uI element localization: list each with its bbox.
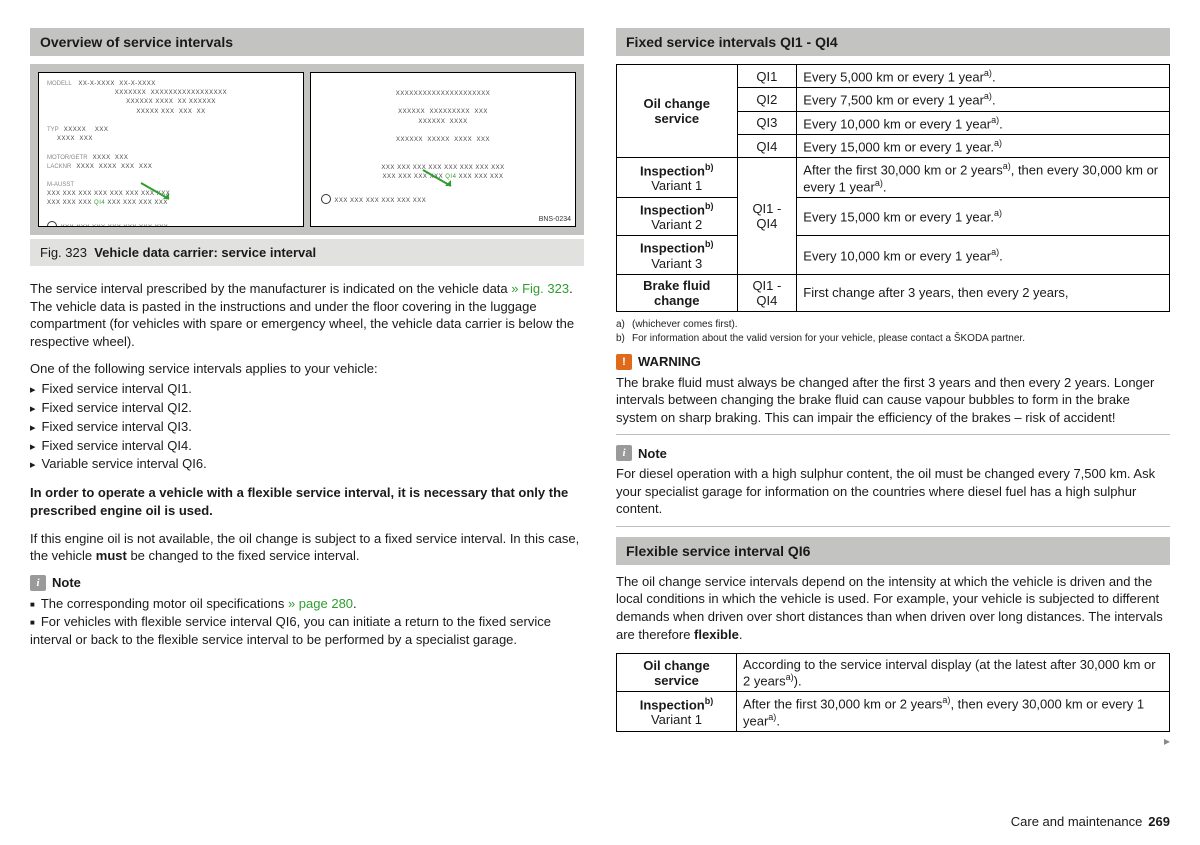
- flexible-intervals-table: Oil change service According to the serv…: [616, 653, 1170, 732]
- page-footer: Care and maintenance269: [1011, 814, 1170, 829]
- flex-para: The oil change service intervals depend …: [616, 573, 1170, 643]
- para-bold-oil: In order to operate a vehicle with a fle…: [30, 484, 584, 519]
- info-icon: i: [616, 445, 632, 461]
- list-item: Fixed service interval QI2.: [30, 399, 584, 418]
- list-item: Fixed service interval QI3.: [30, 418, 584, 437]
- note-list: The corresponding motor oil specificatio…: [30, 595, 584, 658]
- overview-header: Overview of service intervals: [30, 28, 584, 56]
- left-column: Overview of service intervals MODELL XX-…: [30, 28, 584, 748]
- flexible-header: Flexible service interval QI6: [616, 537, 1170, 565]
- warning-heading: ! WARNING: [616, 354, 1170, 370]
- list-item: The corresponding motor oil specificatio…: [30, 595, 584, 613]
- right-column: Fixed service intervals QI1 - QI4 Oil ch…: [616, 28, 1170, 748]
- oil-change-label: Oil change service: [617, 65, 738, 158]
- note-heading: i Note: [30, 575, 584, 591]
- fixed-header: Fixed service intervals QI1 - QI4: [616, 28, 1170, 56]
- warning-icon: !: [616, 354, 632, 370]
- fixed-intervals-table: Oil change service QI1 Every 5,000 km or…: [616, 64, 1170, 312]
- list-item: Fixed service interval QI1.: [30, 380, 584, 399]
- note-heading: i Note: [616, 445, 1170, 461]
- list-item: For vehicles with flexible service inter…: [30, 613, 584, 649]
- para-oil-fixed: If this engine oil is not available, the…: [30, 530, 584, 565]
- warning-body: The brake fluid must always be changed a…: [616, 374, 1170, 436]
- xref-page280[interactable]: » page 280: [288, 596, 353, 611]
- figure-box: MODELL XX-X-XXXX XX-X-XXXX XXXXXXX XXXXX…: [30, 64, 584, 235]
- figure-code: BNS-0234: [539, 216, 571, 224]
- interval-list: Fixed service interval QI1. Fixed servic…: [30, 380, 584, 475]
- list-item: Fixed service interval QI4.: [30, 437, 584, 456]
- data-carrier-panel-2: XXXXXXXXXXXXXXXXXXXXX XXXXXX XXXXXXXXX X…: [310, 72, 576, 227]
- figure-caption: Fig. 323 Vehicle data carrier: service i…: [30, 239, 584, 266]
- para-service-interval: The service interval prescribed by the m…: [30, 280, 584, 350]
- info-icon: i: [30, 575, 46, 591]
- data-carrier-panel-1: MODELL XX-X-XXXX XX-X-XXXX XXXXXXX XXXXX…: [38, 72, 304, 227]
- continue-arrow-icon: ▸: [1164, 734, 1170, 748]
- note-body: For diesel operation with a high sulphur…: [616, 465, 1170, 527]
- brake-fluid-label: Brake fluid change: [617, 274, 738, 311]
- xref-fig323[interactable]: » Fig. 323: [511, 281, 569, 296]
- list-item: Variable service interval QI6.: [30, 455, 584, 474]
- para-one-of: One of the following service intervals a…: [30, 360, 584, 378]
- table-footnotes: a)(whichever comes first). b)For informa…: [616, 318, 1170, 346]
